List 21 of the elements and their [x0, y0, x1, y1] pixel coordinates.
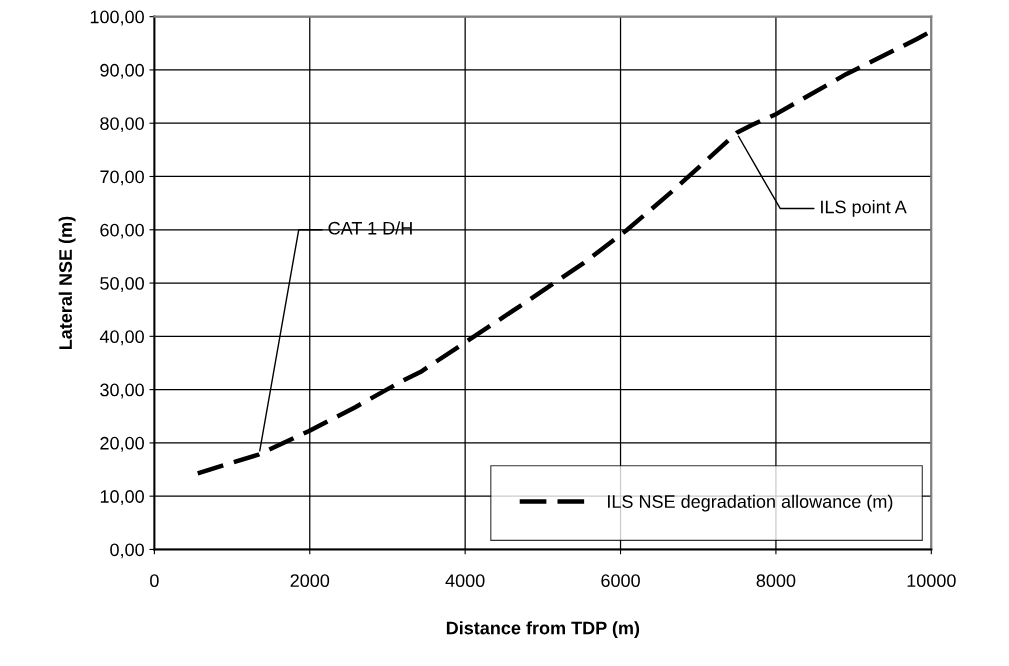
y-tick-label: 50,00: [100, 276, 144, 292]
y-tick-label: 80,00: [100, 117, 144, 133]
y-tick-label: 10,00: [100, 490, 144, 506]
x-tick-label: 6000: [601, 574, 640, 588]
y-tick-label: 30,00: [100, 383, 144, 399]
y-tick-label: 40,00: [99, 330, 144, 346]
y-tick-label: 70,00: [100, 170, 144, 186]
y-tick-label: 100,00: [90, 10, 144, 26]
x-tick-label: 8000: [756, 574, 796, 588]
y-tick-label: 20,00: [100, 436, 144, 452]
legend-label: ILS NSE degradation allowance (m): [608, 494, 893, 512]
y-tick-label: 0,00: [110, 543, 144, 559]
y-tick-label: 90,00: [100, 63, 144, 79]
x-tick-label: 2000: [290, 574, 330, 588]
y-axis-title: Lateral NSE (m): [58, 216, 76, 350]
x-tick-label: 0: [150, 574, 159, 588]
x-axis-title: Distance from TDP (m): [446, 621, 640, 638]
x-tick-label: 10000: [907, 574, 956, 588]
x-tick-label: 4000: [445, 574, 485, 588]
annotation: ILS point A: [821, 200, 907, 217]
y-tick-label: 60,00: [100, 223, 144, 239]
